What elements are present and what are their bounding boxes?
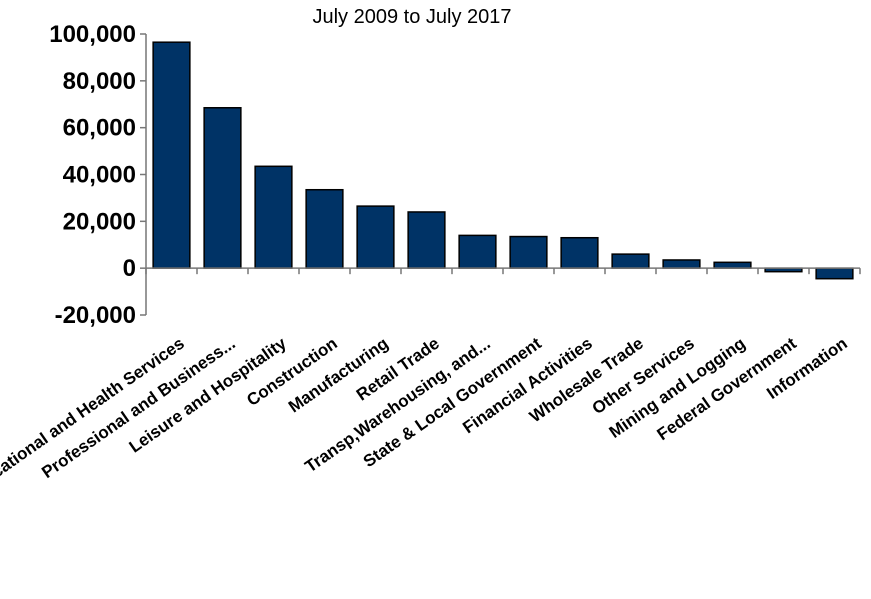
- bar: [254, 165, 293, 269]
- y-tick-label: 80,000: [63, 68, 136, 95]
- bar: [152, 41, 191, 269]
- bar: [305, 188, 344, 269]
- bar: [356, 205, 395, 269]
- bar: [560, 236, 599, 269]
- y-axis-ticks: -20,000 0 20,000 40,000 60,000 80,000 100,000: [49, 21, 146, 329]
- bar: [611, 253, 650, 269]
- y-tick-label: 60,000: [63, 115, 136, 142]
- bar: [815, 267, 854, 280]
- y-tick-label: 40,000: [63, 162, 136, 189]
- bar: [458, 234, 497, 269]
- chart-title: July 2009 to July 2017: [312, 6, 512, 28]
- y-tick-label: 20,000: [63, 208, 136, 235]
- bars: [152, 41, 854, 280]
- y-tick-label: 0: [123, 255, 136, 282]
- bar: [662, 259, 701, 269]
- y-tick-label: 100,000: [49, 21, 136, 48]
- bar: [407, 211, 446, 269]
- x-tick-label: Professional and Business...: [38, 334, 239, 482]
- bar: [203, 107, 242, 269]
- bar: [509, 235, 548, 269]
- bar: [713, 261, 752, 269]
- y-tick-label: -20,000: [55, 302, 136, 329]
